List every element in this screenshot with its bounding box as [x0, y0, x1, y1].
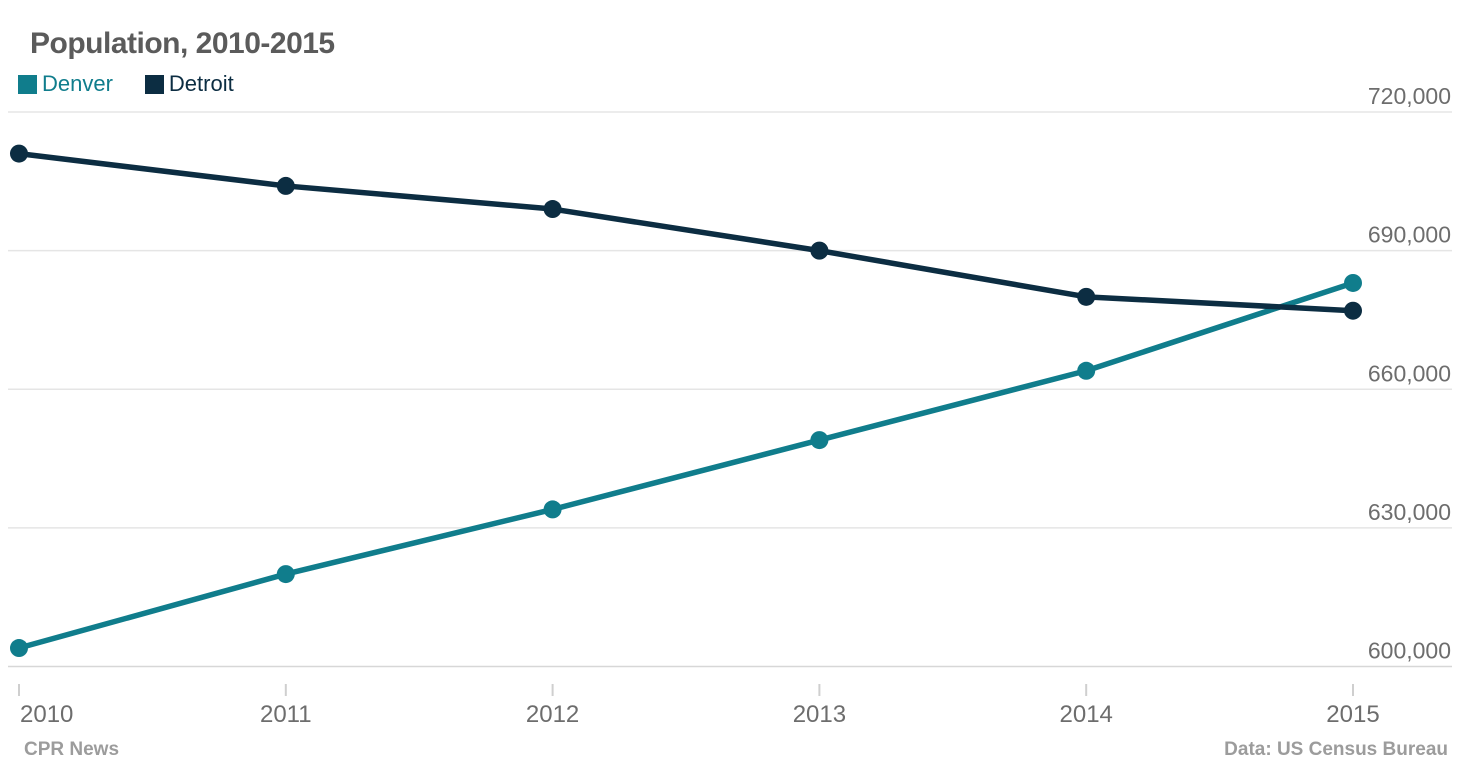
- data-point-detroit-2010: [10, 144, 28, 163]
- x-axis-label: 2010: [20, 701, 73, 728]
- legend-label-detroit: Detroit: [168, 71, 234, 96]
- data-point-denver-2010: [10, 639, 28, 658]
- data-point-denver-2013: [810, 431, 829, 450]
- source-attribution: CPR News: [24, 739, 120, 760]
- legend: Denver Detroit: [18, 73, 234, 95]
- y-axis-label: 690,000: [1368, 222, 1451, 248]
- data-source: Data: US Census Bureau: [1224, 739, 1448, 760]
- data-point-detroit-2014: [1077, 287, 1096, 306]
- legend-swatch-denver: [18, 74, 37, 94]
- data-point-denver-2012: [543, 500, 562, 519]
- x-axis-label: 2012: [526, 701, 579, 728]
- y-axis-label: 630,000: [1368, 499, 1451, 525]
- series-line-denver: [18, 280, 1354, 651]
- y-axis-label: 660,000: [1368, 360, 1451, 386]
- chart-title: Population, 2010-2015: [30, 27, 335, 60]
- legend-item-detroit: Detroit: [144, 71, 234, 96]
- y-axis-label: 720,000: [1368, 83, 1451, 109]
- data-point-detroit-2015: [1344, 301, 1362, 320]
- x-axis-label: 2015: [1326, 701, 1379, 728]
- x-axis-label: 2013: [793, 701, 846, 728]
- series-line-detroit: [18, 150, 1354, 314]
- x-axis-label: 2014: [1060, 701, 1113, 728]
- y-axis-label: 600,000: [1368, 638, 1451, 664]
- legend-label-denver: Denver: [42, 71, 113, 96]
- data-point-detroit-2013: [810, 241, 829, 260]
- legend-swatch-detroit: [144, 74, 164, 94]
- data-point-denver-2014: [1077, 361, 1096, 380]
- legend-item-denver: Denver: [18, 73, 113, 95]
- x-axis-label: 2011: [260, 701, 312, 728]
- data-point-denver-2011: [276, 565, 295, 584]
- data-point-detroit-2011: [276, 176, 295, 195]
- data-point-denver-2015: [1344, 273, 1362, 292]
- data-point-detroit-2012: [543, 200, 562, 219]
